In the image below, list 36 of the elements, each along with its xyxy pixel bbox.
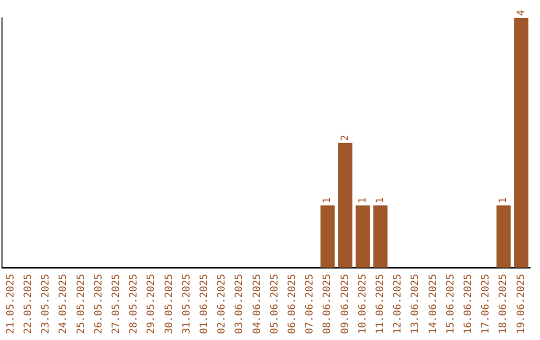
x-tick-label: 18.06.2025 xyxy=(498,274,510,334)
x-tick-label: 21.05.2025 xyxy=(5,274,16,334)
data-label: 1 xyxy=(374,197,386,204)
x-tick-label: 10.06.2025 xyxy=(357,274,368,334)
x-tick-label: 07.06.2025 xyxy=(304,274,316,334)
x-tick-label: 17.06.2025 xyxy=(480,274,492,334)
x-tick-label: 06.06.2025 xyxy=(286,274,298,334)
x-tick-label: 02.06.2025 xyxy=(216,274,228,334)
x-tick-label: 24.05.2025 xyxy=(58,274,70,334)
x-tick-label: 16.06.2025 xyxy=(462,274,474,334)
x-tick-label: 29.05.2025 xyxy=(146,274,158,334)
x-tick-label: 12.06.2025 xyxy=(392,274,404,334)
data-label: 1 xyxy=(357,197,368,204)
x-tick-label: 11.06.2025 xyxy=(374,274,386,334)
data-label: 1 xyxy=(322,197,334,204)
x-tick-label: 28.05.2025 xyxy=(128,274,140,334)
x-tick-label: 27.05.2025 xyxy=(110,274,122,334)
x-tick-label: 23.05.2025 xyxy=(40,274,52,334)
x-tick-label: 05.06.2025 xyxy=(269,274,280,334)
x-tick-label: 09.06.2025 xyxy=(340,274,351,334)
x-tick-label: 13.06.2025 xyxy=(410,274,422,334)
x-tick-label: 26.05.2025 xyxy=(93,274,104,334)
x-tick-label: 03.06.2025 xyxy=(234,274,246,334)
x-tick-label: 22.05.2025 xyxy=(22,274,34,334)
data-label: 2 xyxy=(340,134,351,141)
x-tick-label: 04.06.2025 xyxy=(252,274,263,334)
data-label: 4 xyxy=(516,10,527,16)
x-tick-label: 30.05.2025 xyxy=(164,274,175,334)
x-tick-label: 15.06.2025 xyxy=(445,274,456,334)
x-tick-label: 14.06.2025 xyxy=(428,274,439,334)
x-tick-label: 19.06.2025 xyxy=(516,274,527,334)
x-tick-label: 25.05.2025 xyxy=(76,274,87,334)
data-label: 1 xyxy=(498,197,510,204)
x-tick-label: 01.06.2025 xyxy=(198,274,210,334)
x-tick-label: 31.05.2025 xyxy=(181,274,192,334)
x-tick-label: 08.06.2025 xyxy=(322,274,334,334)
